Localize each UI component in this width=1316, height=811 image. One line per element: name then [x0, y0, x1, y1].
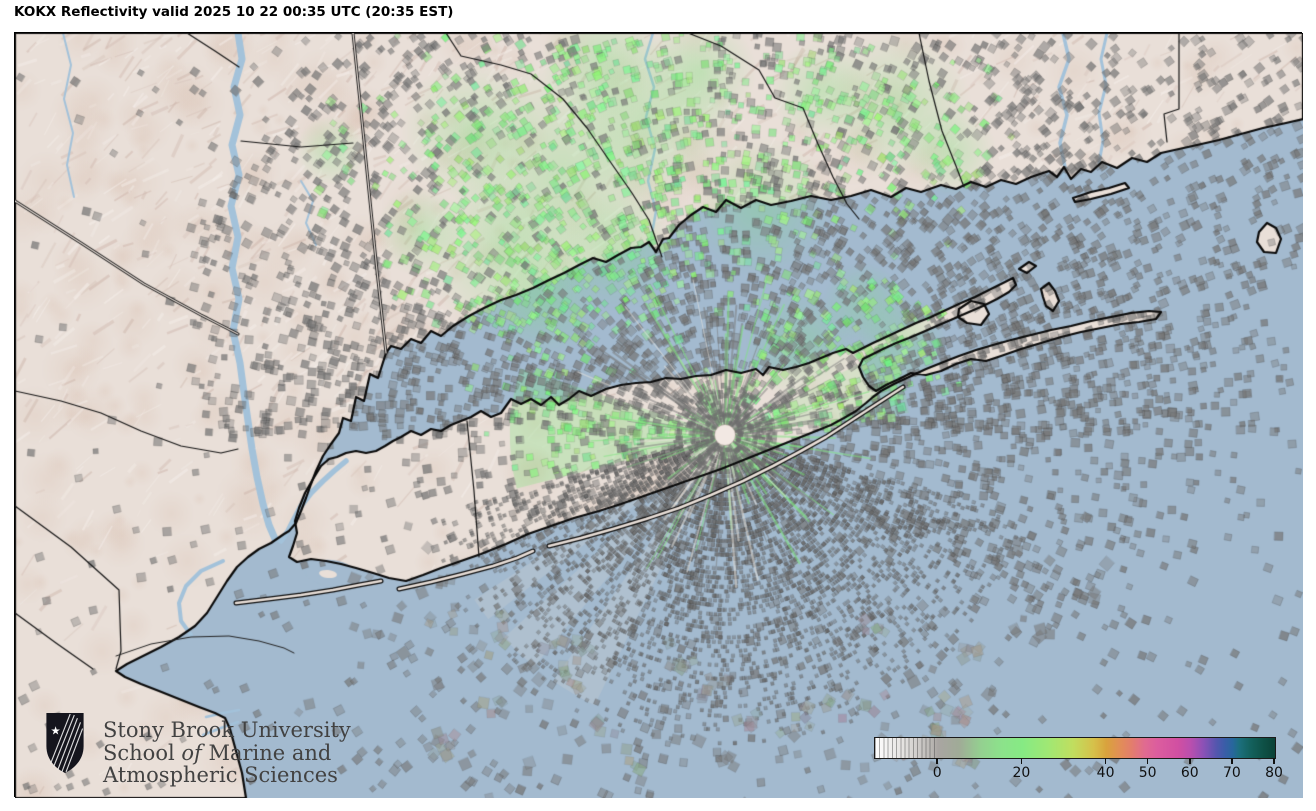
radar-map: ★ Stony Brook University School of Marin… [14, 32, 1303, 798]
page-title: KOKX Reflectivity valid 2025 10 22 00:35… [14, 4, 454, 20]
colorbar-tick-label: 40 [1096, 765, 1115, 781]
colorbar-tick [1020, 758, 1023, 764]
logo-line-3: Atmospheric Sciences [103, 763, 338, 787]
colorbar-tick [1188, 758, 1191, 764]
colorbar-tick-label: 0 [932, 765, 942, 781]
stonybrook-logo: ★ Stony Brook University School of Marin… [39, 707, 351, 811]
logo-text: Stony Brook University School of Marine … [103, 719, 351, 787]
colorbar-stripe-overlay [875, 738, 939, 758]
colorbar-tick-label: 50 [1138, 765, 1157, 781]
colorbar-tick [1146, 758, 1149, 764]
university-shield-icon: ★ [46, 713, 84, 773]
shield-star-icon: ★ [51, 724, 61, 738]
colorbar-tick-label: 20 [1012, 765, 1031, 781]
colorbar-tick [1273, 758, 1275, 764]
logo-line-2: School of Marine and [103, 740, 332, 765]
colorbar-tick-label: 70 [1222, 765, 1241, 781]
logo-line-1: Stony Brook University [103, 718, 351, 742]
radar-map-canvas [15, 33, 1303, 798]
colorbar-tick [936, 758, 938, 764]
colorbar-tick [1104, 758, 1107, 764]
colorbar-gradient [874, 737, 1276, 759]
reflectivity-colorbar: 0 20 40 50 60 70 80 [874, 737, 1283, 783]
colorbar-tick-label: 60 [1180, 765, 1199, 781]
colorbar-tick-label: 80 [1265, 765, 1283, 781]
colorbar-tick [1231, 758, 1233, 764]
